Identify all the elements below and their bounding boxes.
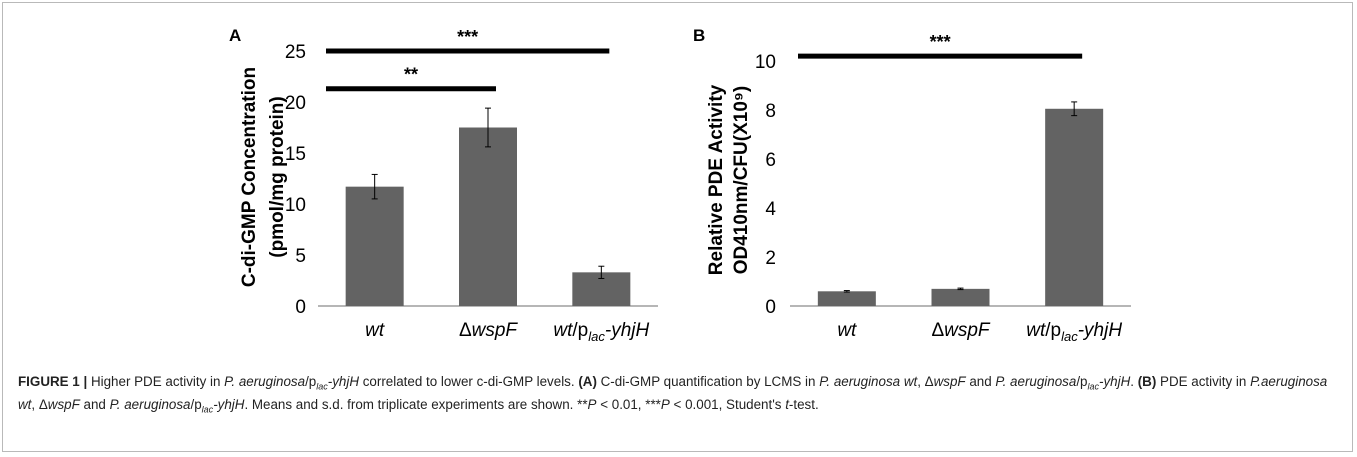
- y-axis-label: OD410nm/CFU(X10⁹): [731, 86, 752, 275]
- caption-segment: FIGURE 1 |: [18, 374, 91, 389]
- caption-segment: P. aeruginosa: [995, 374, 1077, 389]
- x-tick-label: ΔwspF: [459, 320, 518, 341]
- caption-segment: (B): [1137, 374, 1157, 389]
- figure-caption: FIGURE 1 | Higher PDE activity in P. aer…: [18, 370, 1340, 416]
- y-tick-label: 15: [285, 144, 306, 165]
- caption-segment: /p: [1076, 374, 1088, 389]
- caption-segment: -test.: [788, 397, 819, 412]
- chart-panel-a: A 0 5 10 15 20 25 C-di-GMP Concentration (pmol/m…: [229, 26, 658, 344]
- caption-segment: , Δ: [917, 374, 934, 389]
- y-tick-label: 8: [765, 101, 776, 122]
- caption-segment: PDE activity in: [1156, 374, 1251, 389]
- y-tick-label: 6: [765, 150, 776, 171]
- significance-label: ***: [457, 27, 478, 47]
- y-tick-label: 0: [765, 297, 776, 318]
- x-tick-label: ΔwspF: [931, 320, 990, 341]
- panel-label: A: [229, 26, 241, 45]
- caption-segment: wspF: [47, 397, 80, 412]
- caption-segment: < 0.001, Student's: [669, 397, 786, 412]
- y-tick-label: 4: [765, 199, 776, 220]
- caption-segment: P. aeruginosa: [224, 374, 306, 389]
- caption-segment: t: [785, 397, 789, 412]
- x-tick-label: wt/plac-yhjH: [1026, 320, 1122, 344]
- caption-segment: P. aeruginosa wt: [819, 374, 918, 389]
- x-tick-label: wt: [365, 320, 385, 341]
- caption-segment: P. aeruginosa: [109, 397, 191, 412]
- caption-segment: (A): [578, 374, 597, 389]
- caption-segment: correlated to lower c-di-GMP levels.: [359, 374, 579, 389]
- bar: [1045, 108, 1104, 307]
- y-axis-label: C-di-GMP Concentration: [239, 67, 260, 287]
- caption-segment: and: [79, 397, 110, 412]
- caption-segment: P: [587, 397, 597, 412]
- y-tick-label: 5: [295, 246, 306, 267]
- caption-segment: -yhjH: [1099, 374, 1131, 389]
- y-tick-label: 25: [285, 42, 306, 63]
- caption-segment: C-di-GMP quantification by LCMS in: [596, 374, 820, 389]
- caption-segment: .: [1130, 374, 1138, 389]
- bar: [817, 291, 876, 306]
- x-tick-label: wt: [837, 320, 857, 341]
- caption-segment: -yhjH: [213, 397, 245, 412]
- caption-segment: /p: [190, 397, 202, 412]
- y-tick-label: 0: [295, 297, 306, 318]
- caption-segment: P: [660, 397, 670, 412]
- caption-segment: /p: [305, 374, 317, 389]
- significance-label: **: [404, 65, 418, 85]
- caption-segment: and: [965, 374, 996, 389]
- caption-segment: P.aeruginosa wt: [18, 374, 1328, 412]
- x-tick-label: wt/plac-yhjH: [553, 320, 649, 344]
- caption-segment: wspF: [933, 374, 966, 389]
- caption-segment: . Means and s.d. from triplicate experim…: [244, 397, 588, 412]
- significance-label: ***: [930, 32, 951, 52]
- bar: [345, 186, 404, 306]
- caption-segment: -yhjH: [327, 374, 360, 389]
- y-axis-label: (pmol/mg protein): [267, 96, 288, 257]
- y-tick-label: 10: [755, 52, 776, 73]
- caption-segment: lac: [201, 404, 214, 415]
- y-axis-label: Relative PDE Activity: [706, 84, 727, 275]
- caption-segment: < 0.01, ***: [596, 397, 661, 412]
- bar: [931, 288, 990, 306]
- y-tick-label: 10: [285, 195, 306, 216]
- y-tick-label: 20: [285, 93, 306, 114]
- bar: [459, 127, 517, 306]
- caption-segment: , Δ: [31, 397, 48, 412]
- chart-panel-b: B 0 2 4 6 8 10 Relative PDE Activity OD410nm/CFU…: [693, 26, 1131, 344]
- caption-segment: Higher PDE activity in: [90, 374, 225, 389]
- panel-label: B: [693, 26, 705, 45]
- y-tick-label: 2: [765, 248, 776, 269]
- caption-segment: lac: [316, 381, 328, 392]
- caption-segment: lac: [1087, 381, 1099, 392]
